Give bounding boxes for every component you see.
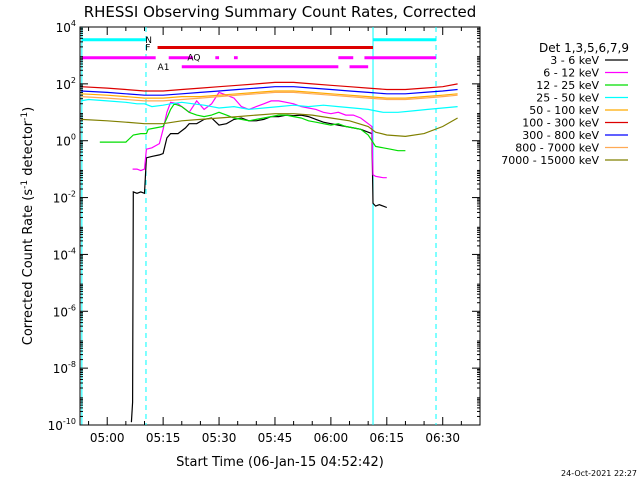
x-tick-label-6: 06:30 — [425, 431, 460, 445]
legend-label-0: 3 - 6 keV — [550, 54, 599, 67]
legend-label-2: 12 - 25 keV — [536, 79, 599, 92]
data-series — [80, 81, 458, 423]
flag-label-0: N — [145, 36, 152, 46]
legend-title: Det 1,3,5,6,7,9 — [539, 41, 629, 55]
flag-label-2: AQ — [187, 54, 200, 64]
timestamp: 24-Oct-2021 22:27 — [561, 469, 637, 478]
flag-label-3: A1 — [158, 63, 170, 73]
y-tick-label-0: 104 — [56, 19, 76, 35]
x-tick-label-0: 05:00 — [90, 431, 125, 445]
x-tick-label-5: 06:15 — [370, 431, 405, 445]
y-tick-label-1: 102 — [56, 76, 76, 92]
series-line-3 — [80, 98, 458, 113]
x-axis: 05:00 05:15 05:30 05:45 06:00 06:15 06:30 — [88, 27, 481, 445]
series-line-0 — [130, 114, 388, 423]
x-tick-label-2: 05:30 — [202, 431, 237, 445]
series-line-8 — [81, 113, 458, 138]
flag-label-1: F — [145, 43, 150, 53]
legend-label-7: 800 - 7000 keV — [515, 142, 599, 155]
x-axis-label: Start Time (06-Jan-15 04:52:42) — [176, 455, 384, 470]
series-line-2 — [99, 103, 406, 152]
series-line-1 — [132, 91, 387, 179]
x-tick-label-4: 06:00 — [314, 431, 349, 445]
y-tick-label-2: 100 — [56, 133, 76, 149]
series-line-4 — [81, 90, 458, 99]
series-line-6 — [81, 86, 458, 96]
y-tick-label-3: 10-2 — [53, 190, 76, 206]
y-tick-label-4: 10-4 — [53, 246, 76, 262]
x-tick-label-1: 05:15 — [146, 431, 181, 445]
flag-bars: NF AQ A1 — [81, 36, 437, 73]
legend-label-3: 25 - 50 keV — [536, 92, 599, 105]
y-tick-label-7: 10-10 — [48, 417, 76, 433]
legend-label-5: 100 - 300 keV — [522, 117, 599, 130]
legend-label-1: 6 - 12 keV — [543, 67, 599, 80]
y-axis-label: Corrected Count Rate (s-1 detector-1) — [20, 107, 36, 345]
y-axis: 104 102 100 10-2 10-4 10-6 10-8 10-10 — [48, 19, 480, 433]
plot-frame — [79, 26, 481, 426]
series-line-7 — [81, 91, 458, 102]
series-line-5 — [81, 81, 458, 92]
x-tick-label-3: 05:45 — [258, 431, 293, 445]
time-markers — [81, 27, 437, 425]
legend-label-4: 50 - 100 keV — [529, 104, 599, 117]
y-tick-label-6: 10-8 — [53, 360, 76, 376]
y-tick-label-5: 10-6 — [53, 303, 76, 319]
chart-title: RHESSI Observing Summary Count Rates, Co… — [84, 3, 477, 21]
legend-label-6: 300 - 800 keV — [522, 129, 599, 142]
legend-label-8: 7000 - 15000 keV — [501, 154, 599, 167]
